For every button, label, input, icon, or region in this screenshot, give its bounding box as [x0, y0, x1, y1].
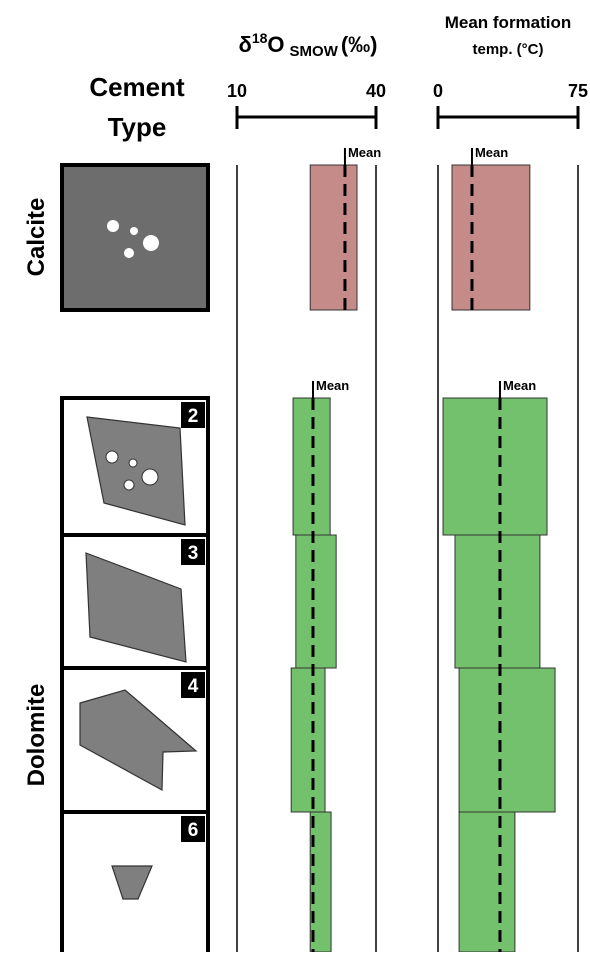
x-tick-label: 0 [433, 81, 443, 101]
axis-title-part: 18 [252, 30, 268, 46]
range-bar [451, 164, 531, 311]
range-bar [290, 667, 326, 813]
pores [107, 220, 159, 258]
group-label: Dolomite [23, 684, 50, 787]
cement-box [60, 163, 210, 312]
cement-number: 4 [188, 676, 199, 697]
x-tick-label: 75 [568, 81, 588, 101]
mean-label: Mean [475, 145, 508, 160]
axis-title-part: δ [238, 32, 251, 57]
cement-number-bg [181, 539, 205, 565]
crystal-shapes [79, 416, 198, 900]
cement-number: 2 [188, 406, 199, 427]
cement-number: 6 [188, 820, 199, 841]
cement-number-bg [181, 816, 205, 842]
column-title: Type [108, 112, 167, 142]
x-tick-label: 10 [227, 81, 247, 101]
mean-label: Mean [348, 145, 381, 160]
cement-number-bg [181, 402, 205, 428]
axis-title-part: O [267, 32, 284, 57]
range-bar [458, 811, 516, 953]
axis-title: Mean formation [445, 13, 572, 32]
group-label: Calcite [23, 198, 50, 277]
axis-title: δ18O SMOW (‰) [238, 30, 377, 60]
mean-label: Mean [503, 378, 536, 393]
range-bar [309, 164, 358, 311]
axis-title-part: SMOW [290, 43, 339, 60]
cement-number-bg [181, 672, 205, 698]
range-bar [442, 397, 548, 536]
pores [105, 450, 159, 491]
range-bar [454, 534, 541, 669]
axis-title: temp. (°C) [473, 41, 544, 58]
range-bar [295, 534, 337, 669]
cement-number: 3 [188, 543, 199, 564]
axis-title-part: (‰) [341, 32, 378, 57]
mean-label: Mean [316, 378, 349, 393]
range-bar [458, 667, 556, 813]
x-tick-label: 40 [366, 81, 386, 101]
column-title: Cement [89, 72, 185, 102]
